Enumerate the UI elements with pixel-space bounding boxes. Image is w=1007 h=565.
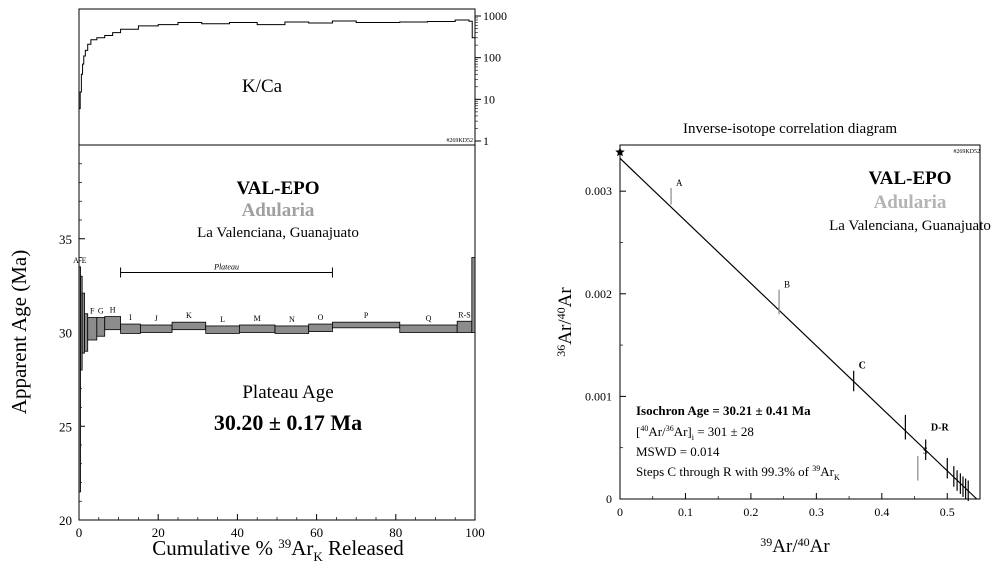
iso-point-label: A (676, 178, 683, 188)
iso-point-label: S (923, 446, 928, 456)
iso-point-label: C (859, 361, 866, 372)
age-step-box (205, 325, 240, 334)
iso-y-tick-label: 0.003 (585, 184, 612, 198)
group-label-d-r: D-R (931, 422, 950, 433)
initial-ratio-label: [40Ar/36Ar]i = 301 ± 28 (636, 424, 754, 442)
age-step-label: J (155, 314, 158, 323)
isochron-x-axis-label: 39Ar/40Ar (760, 535, 830, 557)
iso-x-tick-label: 0.2 (743, 505, 758, 519)
age-step-box (399, 324, 458, 333)
atmospheric-marker (615, 147, 625, 157)
isochron-age-label: Isochron Age = 30.21 ± 0.41 Ma (636, 403, 811, 418)
age-step-box (84, 313, 89, 352)
age-x-tick-label: 100 (465, 525, 485, 540)
age-y-tick-label: 35 (59, 232, 72, 247)
age-step-label: G (98, 307, 104, 316)
iso-x-tick-label: 0.3 (809, 505, 824, 519)
plateau-label: Plateau (213, 263, 239, 272)
iso-x-tick-label: 0.1 (678, 505, 693, 519)
age-step-label: Q (426, 314, 432, 323)
age-step-label: L (220, 315, 225, 324)
age-x-tick-label: 60 (310, 525, 323, 540)
age-step-box (78, 266, 81, 493)
kca-panel: K/Ca #269KD52 1 10 100 1000 (78, 8, 507, 148)
age-x-tick-label: 40 (231, 525, 244, 540)
age-step-box (139, 324, 173, 333)
age-spectrum-panel: VAL-EPO Adularia La Valenciana, Guanajua… (7, 144, 485, 564)
age-steps: A-E F G H I J K L M N O P Q R-S (73, 256, 476, 493)
age-step-label: O (318, 313, 324, 322)
kca-y-tick-label: 100 (483, 51, 501, 65)
iso-y-tick-label: 0.002 (585, 287, 612, 301)
isochron-sample: VAL-EPO (868, 168, 951, 189)
age-step-box (104, 316, 121, 331)
age-y-axis-label: Apparent Age (Ma) (7, 250, 31, 414)
kca-y-tick-label: 1000 (483, 9, 507, 23)
kca-sample-id: #269KD52 (446, 138, 473, 144)
isochron-title: Inverse-isotope correlation diagram (683, 121, 897, 137)
isochron-regression-line (619, 157, 978, 500)
plateau-age-label: Plateau Age (242, 382, 333, 403)
age-x-tick-label: 80 (389, 525, 402, 540)
isochron-sample-id: #269KD52 (953, 149, 980, 155)
age-title: VAL-EPO (236, 178, 319, 199)
kca-step-line (79, 19, 476, 110)
iso-y-tick-label: 0.001 (585, 389, 612, 403)
age-step-box (96, 317, 106, 337)
isochron-mineral: Adularia (874, 192, 947, 213)
age-x-tick-label: 0 (76, 525, 83, 540)
age-step-label: H (110, 306, 116, 315)
isochron-axis-ticks: 0 0.1 0.2 0.3 0.4 0.5 0 0.001 0.002 0.003 (585, 184, 981, 519)
age-step-box (471, 257, 476, 333)
iso-x-tick-label: 0 (617, 505, 623, 519)
plateau-age-value: 30.20 ± 0.17 Ma (214, 410, 362, 435)
age-step-box (456, 320, 473, 333)
iso-x-tick-label: 0.5 (940, 505, 955, 519)
age-location: La Valenciana, Guanajuato (197, 225, 359, 241)
kca-label: K/Ca (242, 76, 283, 97)
age-x-tick-label: 20 (152, 525, 165, 540)
plateau-bracket (120, 267, 333, 278)
age-step-box (87, 317, 98, 341)
isochron-panel: Inverse-isotope correlation diagram #269… (554, 121, 991, 557)
age-step-label: I (129, 313, 132, 322)
iso-x-tick-label: 0.4 (874, 505, 889, 519)
age-step-box (171, 321, 207, 331)
age-step-label: N (289, 315, 295, 324)
isochron-location: La Valenciana, Guanajuato (829, 218, 991, 234)
age-y-tick-label: 30 (59, 326, 72, 341)
kca-y-tick-label: 10 (483, 92, 495, 106)
iso-point-label: B (784, 280, 790, 290)
age-step-label: P (364, 311, 369, 320)
age-y-tick-label: 25 (59, 419, 72, 434)
age-step-box (238, 324, 276, 333)
steps-label: Steps C through R with 99.3% of 39ArK (636, 464, 840, 482)
age-step-label: F (90, 307, 95, 316)
age-step-label: R-S (458, 310, 470, 319)
age-step-box (308, 323, 333, 332)
age-step-box (120, 323, 141, 334)
isochron-points: A B C S (670, 178, 969, 502)
kca-y-ticks: 1 10 100 1000 (475, 9, 507, 148)
kca-y-tick-label: 1 (483, 134, 489, 148)
iso-y-tick-label: 0 (606, 492, 612, 506)
age-step-box (332, 321, 401, 329)
isochron-y-axis-label: 36Ar/40Ar (554, 287, 576, 357)
age-y-tick-label: 20 (59, 513, 72, 528)
age-subtitle: Adularia (242, 200, 315, 221)
age-x-axis-label: Cumulative % 39ArK Released (152, 536, 404, 564)
age-step-label: A-E (73, 256, 86, 265)
isochron-frame (619, 144, 981, 500)
age-axis-ticks: 0 20 40 60 80 100 20 25 30 35 (59, 163, 485, 540)
age-step-label: K (186, 311, 192, 320)
age-step-box (274, 325, 310, 334)
age-step-label: M (254, 314, 261, 323)
mswd-label: MSWD = 0.014 (636, 444, 720, 459)
